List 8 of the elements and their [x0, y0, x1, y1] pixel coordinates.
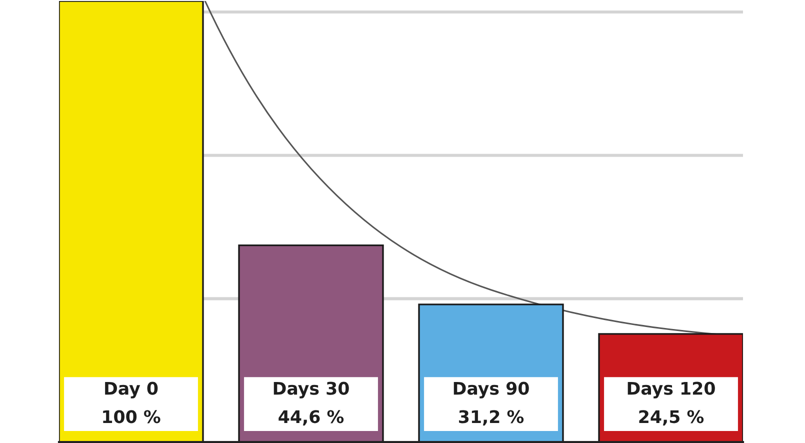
x-tick-label: Days 120	[628, 382, 715, 398]
x-tick-label: Days 30	[274, 382, 349, 398]
data-label: 31,2 %	[459, 410, 524, 426]
data-label: 24,5 %	[639, 410, 704, 426]
data-label: 100 %	[103, 410, 160, 424]
x-tick-label: Days 90	[454, 382, 529, 398]
x-tick-label: Day 0	[105, 382, 158, 398]
data-label: 44,6 %	[278, 410, 344, 426]
